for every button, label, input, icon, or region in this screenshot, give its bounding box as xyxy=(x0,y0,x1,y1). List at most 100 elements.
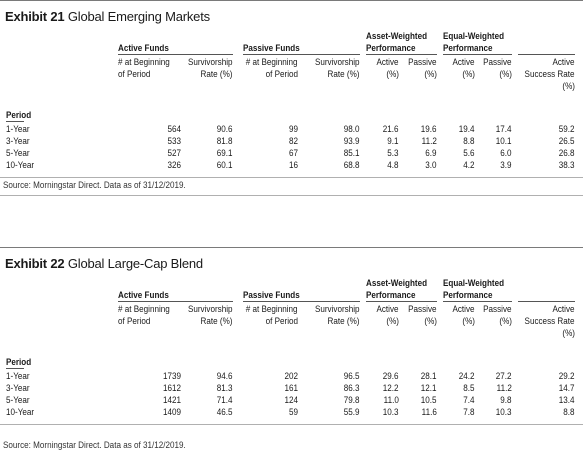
period-rule xyxy=(6,121,24,122)
period-label: 1-Year xyxy=(6,124,30,134)
passive-survivorship-header: Survivorship xyxy=(315,57,360,67)
passive-survivorship-header: Rate (%) xyxy=(328,69,360,79)
period-label: 10-Year xyxy=(6,160,35,170)
success-rate-unit: (%) xyxy=(562,328,575,338)
table-cell-passive-surv: 68.8 xyxy=(344,160,360,170)
active-funds-rule xyxy=(118,54,233,55)
period-label: 3-Year xyxy=(6,136,30,146)
top-divider xyxy=(0,0,583,1)
active-survivorship-header: Rate (%) xyxy=(201,316,233,326)
exhibit-label: Exhibit 21 xyxy=(5,9,65,24)
table-cell-passive-count: 161 xyxy=(284,383,298,393)
source-note: Source: Morningstar Direct. Data as of 3… xyxy=(3,180,186,190)
equal-active-header: Active xyxy=(452,57,475,67)
active-funds-header: Active Funds xyxy=(118,43,169,53)
table-cell-aw-active: 9.1 xyxy=(387,136,399,146)
table-cell-aw-passive: 3.0 xyxy=(425,160,437,170)
table-cell-ew-active: 4.2 xyxy=(463,160,475,170)
equal-weighted-rule xyxy=(443,301,512,302)
table-cell-ew-active: 7.4 xyxy=(463,395,475,405)
active-funds-rule xyxy=(118,301,233,302)
table-cell-passive-count: 67 xyxy=(288,148,298,158)
period-header: Period xyxy=(6,357,32,367)
asset-weighted-rule xyxy=(366,301,437,302)
asset-active-unit: (%) xyxy=(386,69,399,79)
exhibit-name: Global Large-Cap Blend xyxy=(67,256,203,271)
table-cell-success: 14.7 xyxy=(559,383,575,393)
table-cell-active-surv: 94.6 xyxy=(217,371,233,381)
table-cell-success: 8.8 xyxy=(563,407,575,417)
passive-survivorship-header: Survivorship xyxy=(315,304,360,314)
table-cell-active-count: 533 xyxy=(167,136,181,146)
table-cell-ew-passive: 6.0 xyxy=(500,148,512,158)
table-cell-passive-surv: 79.8 xyxy=(344,395,360,405)
active-count-header: of Period xyxy=(118,316,151,326)
asset-performance-header: Performance xyxy=(366,290,416,300)
asset-active-header: Active xyxy=(376,57,399,67)
table-cell-active-count: 527 xyxy=(167,148,181,158)
table-cell-passive-count: 124 xyxy=(284,395,298,405)
table-cell-passive-surv: 96.5 xyxy=(344,371,360,381)
table-cell-active-surv: 60.1 xyxy=(217,160,233,170)
table-cell-success: 13.4 xyxy=(559,395,575,405)
asset-passive-header: Passive xyxy=(408,304,437,314)
source-divider xyxy=(0,195,583,196)
period-label: 5-Year xyxy=(6,148,30,158)
table-cell-ew-active: 19.4 xyxy=(459,124,475,134)
active-survivorship-header: Rate (%) xyxy=(201,69,233,79)
table-cell-aw-active: 12.2 xyxy=(383,383,399,393)
table-cell-ew-passive: 11.2 xyxy=(496,383,512,393)
table-cell-passive-surv: 55.9 xyxy=(344,407,360,417)
table-cell-aw-passive: 12.1 xyxy=(421,383,437,393)
table-cell-aw-active: 29.6 xyxy=(383,371,399,381)
table-cell-ew-passive: 10.3 xyxy=(496,407,512,417)
table-cell-aw-passive: 6.9 xyxy=(425,148,437,158)
asset-passive-unit: (%) xyxy=(424,69,437,79)
table-cell-aw-passive: 11.6 xyxy=(421,407,437,417)
table-cell-aw-active: 11.0 xyxy=(383,395,399,405)
equal-weighted-header: Equal-Weighted xyxy=(443,31,505,41)
passive-funds-header: Passive Funds xyxy=(243,290,300,300)
table-cell-ew-passive: 10.1 xyxy=(496,136,512,146)
active-count-header: # at Beginning xyxy=(118,304,170,314)
table-cell-ew-active: 8.5 xyxy=(463,383,475,393)
table-cell-active-count: 1739 xyxy=(162,371,181,381)
passive-count-header: # at Beginning xyxy=(246,304,298,314)
table-cell-aw-passive: 11.2 xyxy=(421,136,437,146)
success-rate-rule xyxy=(518,301,575,302)
asset-active-header: Active xyxy=(376,304,399,314)
equal-active-unit: (%) xyxy=(462,69,475,79)
success-rate-header: Active xyxy=(552,57,575,67)
asset-weighted-header: Asset-Weighted xyxy=(366,31,428,41)
table-cell-aw-active: 4.8 xyxy=(387,160,399,170)
table-cell-active-surv: 46.5 xyxy=(217,407,233,417)
table-cell-success: 59.2 xyxy=(559,124,575,134)
table-cell-ew-active: 24.2 xyxy=(459,371,475,381)
table-cell-passive-count: 202 xyxy=(284,371,298,381)
asset-weighted-rule xyxy=(366,54,437,55)
equal-active-header: Active xyxy=(452,304,475,314)
table-cell-ew-passive: 27.2 xyxy=(496,371,512,381)
table-cell-passive-count: 99 xyxy=(288,124,298,134)
passive-funds-rule xyxy=(243,301,360,302)
table-cell-success: 29.2 xyxy=(559,371,575,381)
passive-funds-rule xyxy=(243,54,360,55)
equal-passive-unit: (%) xyxy=(499,69,512,79)
equal-weighted-rule xyxy=(443,54,512,55)
period-label: 3-Year xyxy=(6,383,30,393)
table-cell-active-count: 1612 xyxy=(162,383,181,393)
asset-active-unit: (%) xyxy=(386,316,399,326)
period-label: 1-Year xyxy=(6,371,30,381)
table-cell-active-surv: 71.4 xyxy=(217,395,233,405)
equal-performance-header: Performance xyxy=(443,290,493,300)
exhibit-title: Exhibit 21 Global Emerging Markets xyxy=(5,9,210,24)
table-cell-passive-surv: 93.9 xyxy=(344,136,360,146)
exhibit-name: Global Emerging Markets xyxy=(67,9,210,24)
asset-passive-unit: (%) xyxy=(424,316,437,326)
passive-count-header: of Period xyxy=(265,316,298,326)
table-cell-success: 38.3 xyxy=(559,160,575,170)
table-cell-active-count: 1409 xyxy=(162,407,181,417)
table-cell-ew-active: 5.6 xyxy=(463,148,475,158)
table-cell-passive-surv: 86.3 xyxy=(344,383,360,393)
equal-weighted-header: Equal-Weighted xyxy=(443,278,505,288)
